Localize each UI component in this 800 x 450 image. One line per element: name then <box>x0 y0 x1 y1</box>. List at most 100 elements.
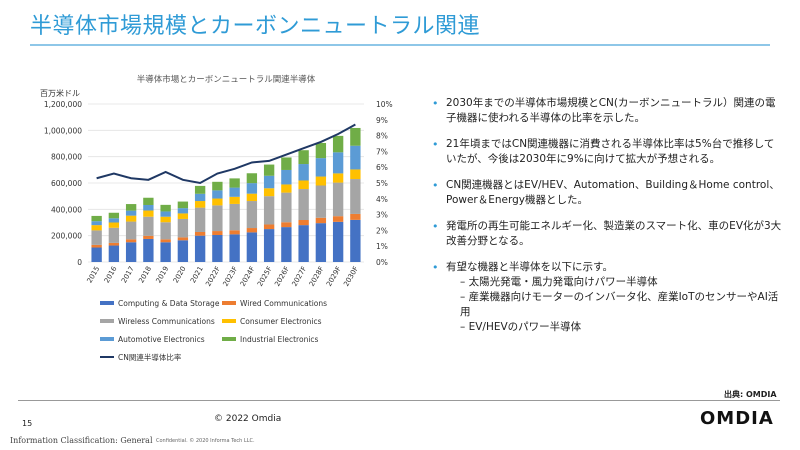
x-tick-label: 2026F <box>273 265 291 288</box>
y-axis-label: 百万米ドル <box>40 88 80 98</box>
bar-segment <box>194 207 206 232</box>
bar-segment <box>332 135 344 153</box>
bullet-text: 21年頃まではCN関連機器に消費される半導体比率は5%台で推移していたが、今後は… <box>446 138 775 165</box>
bar-segment <box>263 196 275 225</box>
bar-segment <box>160 211 171 217</box>
bar-segment <box>125 210 137 216</box>
bar-segment <box>212 231 223 236</box>
bar-segment <box>177 218 189 238</box>
page-number: 15 <box>22 419 33 428</box>
x-tick-label: 2023F <box>222 265 240 288</box>
bar-segment <box>229 234 240 262</box>
classification-label: Information Classification: General <box>10 436 153 445</box>
bar-segment <box>246 232 258 262</box>
bar-segment <box>246 173 258 184</box>
bar-segment <box>263 188 275 197</box>
bar-segment <box>91 244 102 248</box>
bar-segment <box>350 169 361 180</box>
bar-segment <box>212 198 223 206</box>
legend-swatch <box>100 301 114 305</box>
bar-segment <box>125 215 137 222</box>
bar-segment <box>332 152 344 174</box>
bullet-dot-icon: • <box>432 179 439 192</box>
bar-segment <box>91 247 102 262</box>
y2-tick-label: 2% <box>376 226 388 235</box>
bar-segment <box>212 181 223 191</box>
legend-swatch <box>100 337 114 341</box>
footer-divider <box>18 400 780 401</box>
bar-segment <box>246 183 258 194</box>
bar-segment <box>229 203 240 231</box>
bar-segment <box>108 212 120 219</box>
bar-segment <box>108 245 120 262</box>
bar-segment <box>212 190 223 199</box>
bullet-dot-icon: • <box>432 97 439 110</box>
y2-tick-label: 10% <box>376 100 393 109</box>
legend-swatch <box>222 319 236 323</box>
bullet-item: • 発電所の再生可能エネルギー化、製造業のスマート化、車のEV化が3大改善分野とな… <box>432 219 782 249</box>
bar-segment <box>263 175 275 189</box>
title-divider <box>30 44 770 46</box>
bar-segment <box>315 158 327 177</box>
bullet-dot-icon: • <box>432 261 439 274</box>
bullet-subitem: – EV/HEVのパワー半導体 <box>460 321 582 333</box>
legend-label: Wired Communications <box>240 299 327 308</box>
x-tick-label: 2016 <box>103 265 119 285</box>
bar-segment <box>315 217 327 224</box>
bar-segment <box>229 230 240 235</box>
bar-segment <box>332 182 344 217</box>
bullet-item: • 有望な機器と半導体を以下に示す。 – 太陽光発電・風力発電向けパワー半導体 – 産… <box>432 260 782 335</box>
bar-segment <box>281 184 292 193</box>
bar-segment <box>143 210 154 217</box>
x-tick-label: 2021 <box>189 265 205 284</box>
x-tick-label: 2024F <box>239 265 257 288</box>
bullet-text: 2030年までの半導体市場規模とCN(カーボンニュートラル）関連の電子機器に使わ… <box>446 97 776 124</box>
bar-segment <box>177 208 189 214</box>
legend-label: Computing & Data Storage <box>118 299 220 308</box>
bar-segment <box>332 173 344 183</box>
y-tick-label: 800,000 <box>51 153 82 162</box>
bar-segment <box>194 193 206 202</box>
bar-segment <box>160 242 171 262</box>
bar-segment <box>332 216 344 222</box>
bar-segment <box>229 196 240 204</box>
bar-segment <box>229 187 240 197</box>
source-note: 出典: OMDIA <box>724 390 777 399</box>
y2-tick-label: 1% <box>376 242 388 251</box>
bullet-text: CN関連機器とはEV/HEV、Automation、Building＆Home … <box>446 179 780 206</box>
bar-segment <box>298 164 309 181</box>
bar-segment <box>315 185 327 218</box>
bar-segment <box>246 193 258 202</box>
bar-segment <box>91 221 102 226</box>
legend-label: Wireless Communications <box>118 317 215 326</box>
page-title: 半導体市場規模とカーボンニュートラル関連 <box>30 14 481 39</box>
x-tick-label: 2028F <box>308 265 326 288</box>
x-tick-label: 2019 <box>155 265 171 284</box>
bar-segment <box>125 221 137 240</box>
y2-tick-label: 8% <box>376 132 388 141</box>
y2-tick-label: 7% <box>376 147 388 156</box>
bar-segment <box>350 145 361 170</box>
bar-segment <box>298 180 309 190</box>
omdia-logo: OMDIA <box>700 408 774 429</box>
bar-segment <box>91 215 102 222</box>
legend-swatch <box>222 301 236 305</box>
bar-segment <box>194 231 206 236</box>
bar-segment <box>350 213 361 220</box>
bar-segment <box>108 218 120 223</box>
y-tick-label: 0 <box>77 258 82 267</box>
bar-segment <box>160 216 171 223</box>
x-tick-label: 2018 <box>137 265 153 284</box>
bar-segment <box>177 237 189 241</box>
bullet-dot-icon: • <box>432 220 439 233</box>
bar-segment <box>143 216 154 236</box>
bar-segment <box>91 225 102 231</box>
y2-tick-label: 5% <box>376 179 388 188</box>
bar-segment <box>160 239 171 243</box>
bar-segment <box>194 201 206 208</box>
bar-segment <box>108 227 120 243</box>
bar-segment <box>281 169 292 185</box>
bar-segment <box>315 176 327 186</box>
bar-segment <box>194 235 206 262</box>
cn-ratio-line <box>96 123 356 185</box>
